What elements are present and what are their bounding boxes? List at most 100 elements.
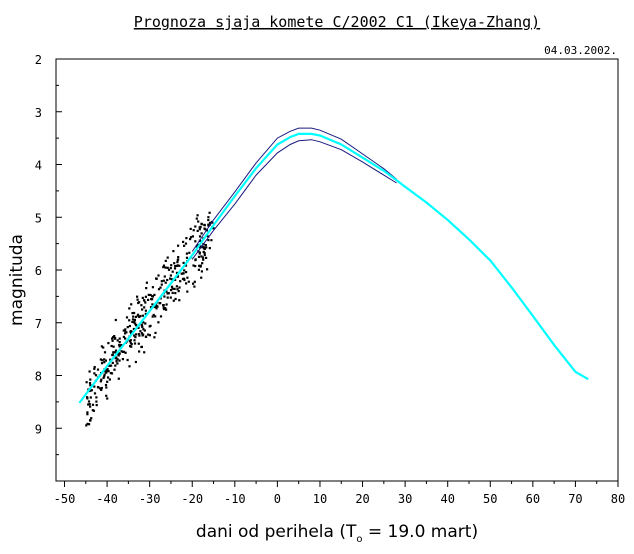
observation-point xyxy=(88,403,91,406)
observation-point xyxy=(185,252,188,255)
observation-point xyxy=(162,266,165,269)
observation-point xyxy=(173,287,176,290)
observation-point xyxy=(185,256,189,259)
observation-point xyxy=(136,295,139,298)
x-tick-label: 80 xyxy=(611,492,625,506)
observation-point xyxy=(176,264,179,267)
observation-point xyxy=(155,307,158,310)
observation-point xyxy=(100,386,103,390)
observation-point xyxy=(143,306,146,309)
observation-point xyxy=(196,229,199,232)
observation-point xyxy=(105,371,108,374)
observation-point xyxy=(152,313,155,317)
observation-point xyxy=(210,239,213,242)
observation-point xyxy=(106,397,109,400)
observation-point xyxy=(164,259,167,262)
observation-point xyxy=(192,229,195,232)
observation-point xyxy=(157,288,161,291)
observation-point xyxy=(198,228,201,231)
observation-point xyxy=(140,332,143,335)
observation-point xyxy=(95,404,98,407)
observation-point xyxy=(199,239,202,243)
observation-point xyxy=(105,394,108,397)
observation-point xyxy=(137,333,140,336)
observation-point xyxy=(103,373,106,376)
observation-point xyxy=(167,292,170,295)
observation-point xyxy=(100,388,103,391)
observation-point xyxy=(87,403,90,406)
observation-point xyxy=(131,320,134,324)
observation-point xyxy=(117,377,120,380)
observation-point xyxy=(145,287,148,290)
observation-point xyxy=(106,380,109,383)
observation-point xyxy=(200,276,203,279)
observation-point xyxy=(128,319,131,322)
observation-point xyxy=(95,396,98,399)
observation-point xyxy=(187,280,190,283)
observation-point xyxy=(183,244,186,247)
observation-point xyxy=(144,322,147,325)
observation-point xyxy=(113,337,116,340)
observation-point xyxy=(194,225,197,228)
observation-point xyxy=(163,295,166,298)
x-tick-label: 30 xyxy=(398,492,412,506)
observation-point xyxy=(169,267,172,270)
observation-point xyxy=(200,270,203,273)
observation-point xyxy=(171,291,174,294)
y-tick-label: 6 xyxy=(35,264,42,278)
observation-point xyxy=(197,255,201,258)
observation-point xyxy=(107,376,110,379)
observation-point xyxy=(186,276,189,279)
observation-point xyxy=(114,364,117,367)
observation-point xyxy=(92,409,95,412)
observation-point xyxy=(212,227,215,230)
observation-point xyxy=(177,244,180,247)
observation-point xyxy=(116,358,119,361)
observation-point xyxy=(170,264,173,267)
observation-point xyxy=(132,315,135,318)
observation-point xyxy=(133,339,136,342)
observation-point xyxy=(137,313,140,316)
observation-point xyxy=(99,380,102,383)
observation-point xyxy=(163,275,166,278)
observation-point xyxy=(134,360,137,364)
observation-point xyxy=(93,385,96,388)
observation-point xyxy=(148,334,151,337)
observation-point xyxy=(141,296,144,299)
observation-point xyxy=(139,315,142,318)
x-tick-label: -30 xyxy=(139,492,161,506)
observation-point xyxy=(171,287,174,290)
observation-point xyxy=(197,268,200,271)
observation-point xyxy=(95,400,98,403)
observation-point xyxy=(175,285,178,288)
observation-point xyxy=(191,235,194,238)
observation-point xyxy=(160,283,163,286)
y-axis: 2 3 4 5 6 7 8 9 xyxy=(35,53,62,456)
observation-point xyxy=(182,261,185,264)
observation-point xyxy=(128,365,131,368)
observation-point xyxy=(169,274,172,277)
observation-point xyxy=(193,280,196,283)
observation-point xyxy=(200,222,203,225)
observation-point xyxy=(153,293,156,296)
observation-point xyxy=(164,266,167,269)
observation-point xyxy=(167,268,171,271)
observation-point xyxy=(157,321,160,324)
observation-point xyxy=(177,256,180,259)
y-axis-label: magnituda xyxy=(7,234,27,326)
upper-bound-line xyxy=(191,127,397,252)
observation-point xyxy=(86,411,89,414)
observation-point xyxy=(176,275,179,278)
observation-point xyxy=(130,345,133,348)
observation-point xyxy=(208,221,212,225)
observation-point xyxy=(176,288,179,291)
observation-point xyxy=(117,354,120,357)
observation-point xyxy=(144,295,147,298)
observation-point xyxy=(204,228,207,231)
observation-point xyxy=(136,298,139,301)
x-tick-label: 0 xyxy=(274,492,281,506)
observation-point xyxy=(103,370,106,373)
observation-point xyxy=(205,256,208,259)
y-tick-label: 4 xyxy=(35,159,42,173)
observation-point xyxy=(93,392,97,395)
